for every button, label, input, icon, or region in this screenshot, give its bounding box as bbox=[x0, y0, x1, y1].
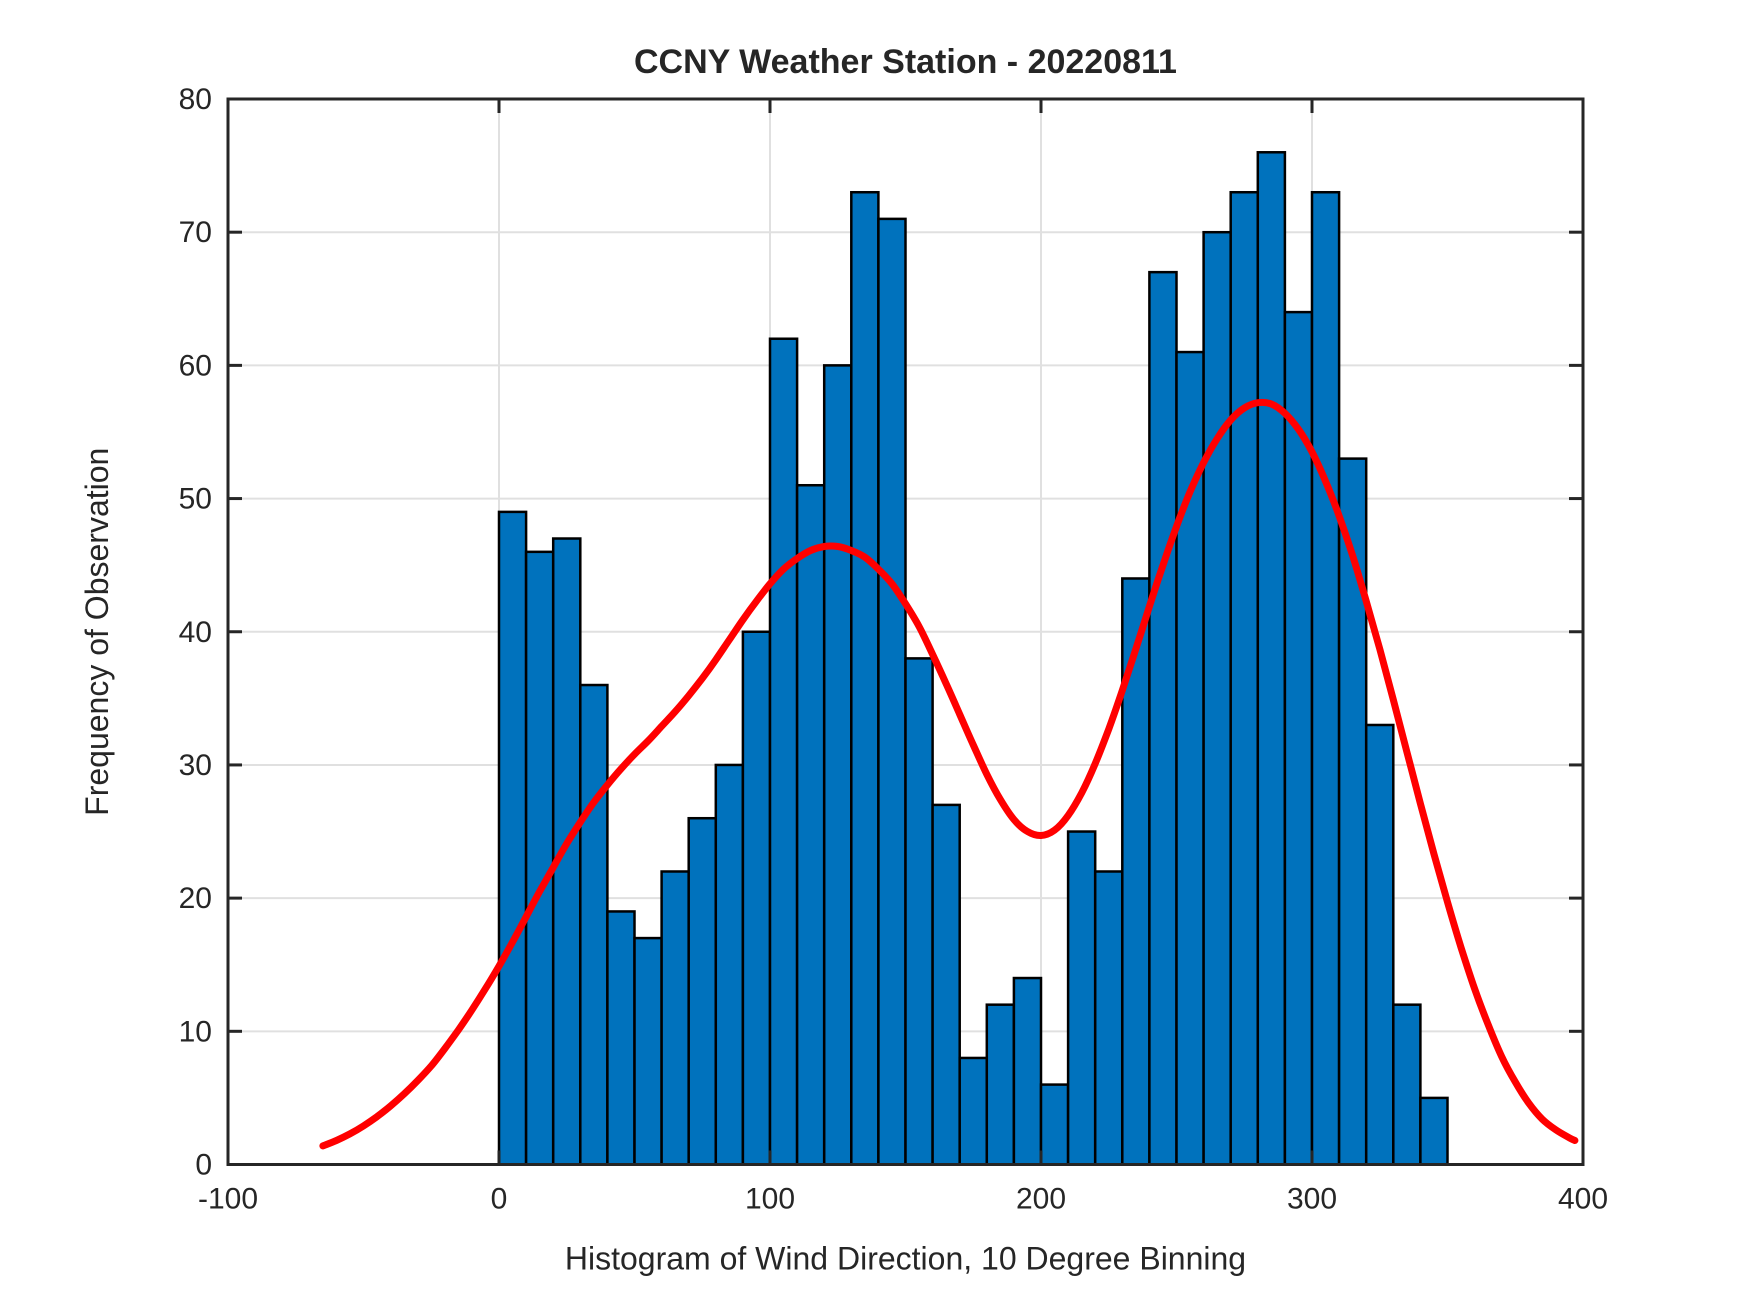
histogram-bar-70-80 bbox=[687, 816, 718, 1166]
y-tick-label-40: 40 bbox=[179, 616, 212, 649]
y-tick-label-70: 70 bbox=[179, 216, 212, 249]
x-tick-label-0: 0 bbox=[491, 1183, 508, 1216]
histogram-bar-290-300 bbox=[1283, 310, 1314, 1166]
y-tick-label-30: 30 bbox=[179, 749, 212, 782]
histogram-bar-280-290 bbox=[1256, 151, 1287, 1166]
density-curve bbox=[319, 398, 1579, 1150]
y-axis-label: Frequency of Observation bbox=[79, 448, 115, 816]
histogram-bar-10-20 bbox=[524, 550, 555, 1166]
histogram-bar-200-210 bbox=[1039, 1083, 1070, 1166]
histogram-bar-160-170 bbox=[931, 803, 961, 1166]
histogram-bar-320-330 bbox=[1364, 723, 1395, 1166]
histogram-bar-210-220 bbox=[1066, 830, 1097, 1166]
histogram-bar-50-60 bbox=[633, 936, 663, 1166]
histogram-bar-130-140 bbox=[850, 190, 880, 1166]
x-axis-label: Histogram of Wind Direction, 10 Degree B… bbox=[565, 1241, 1246, 1277]
histogram-bar-230-240 bbox=[1121, 577, 1151, 1166]
histogram-bar-180-190 bbox=[985, 1003, 1016, 1166]
histogram-bar-150-160 bbox=[904, 657, 934, 1166]
chart-title: CCNY Weather Station - 20220811 bbox=[634, 43, 1177, 81]
x-tick-label-100: 100 bbox=[745, 1183, 795, 1216]
x-tick-label-400: 400 bbox=[1558, 1183, 1608, 1216]
y-tick-label-10: 10 bbox=[179, 1015, 212, 1048]
histogram-bar-170-180 bbox=[958, 1056, 989, 1166]
y-tick-label-60: 60 bbox=[179, 349, 212, 382]
histogram-bar-0-10 bbox=[497, 510, 528, 1166]
histogram-bar-30-40 bbox=[579, 683, 609, 1166]
histogram-bar-60-70 bbox=[660, 870, 690, 1166]
histogram-bar-20-30 bbox=[551, 537, 582, 1166]
x-tick-label-300: 300 bbox=[1287, 1183, 1337, 1216]
histogram-bar-220-230 bbox=[1093, 870, 1124, 1166]
x-tick-label--100: -100 bbox=[198, 1183, 258, 1216]
histogram-bar-190-200 bbox=[1012, 976, 1043, 1166]
histogram-bar-340-350 bbox=[1419, 1096, 1449, 1166]
y-tick-label-0: 0 bbox=[195, 1149, 212, 1182]
y-tick-label-20: 20 bbox=[179, 882, 212, 915]
histogram-bar-330-340 bbox=[1392, 1003, 1422, 1166]
tick-marks bbox=[226, 97, 1585, 1166]
histogram-bar-260-270 bbox=[1202, 230, 1232, 1166]
histogram-bar-140-150 bbox=[877, 217, 907, 1166]
histogram-bar-300-310 bbox=[1310, 190, 1341, 1166]
histogram-bar-120-130 bbox=[822, 364, 853, 1166]
x-tick-label-200: 200 bbox=[1016, 1183, 1066, 1216]
histogram-bar-100-110 bbox=[768, 337, 799, 1166]
histogram-bar-270-280 bbox=[1229, 190, 1260, 1166]
histogram-bar-110-120 bbox=[795, 483, 826, 1166]
histogram-bar-40-50 bbox=[606, 910, 636, 1166]
y-tick-label-80: 80 bbox=[179, 83, 212, 116]
histogram-bar-240-250 bbox=[1148, 270, 1178, 1166]
density-curve-layer bbox=[319, 398, 1579, 1150]
y-tick-label-50: 50 bbox=[179, 483, 212, 516]
histogram-bar-90-100 bbox=[741, 630, 772, 1166]
histogram-bars bbox=[497, 151, 1449, 1166]
histogram-bar-80-90 bbox=[714, 763, 745, 1166]
